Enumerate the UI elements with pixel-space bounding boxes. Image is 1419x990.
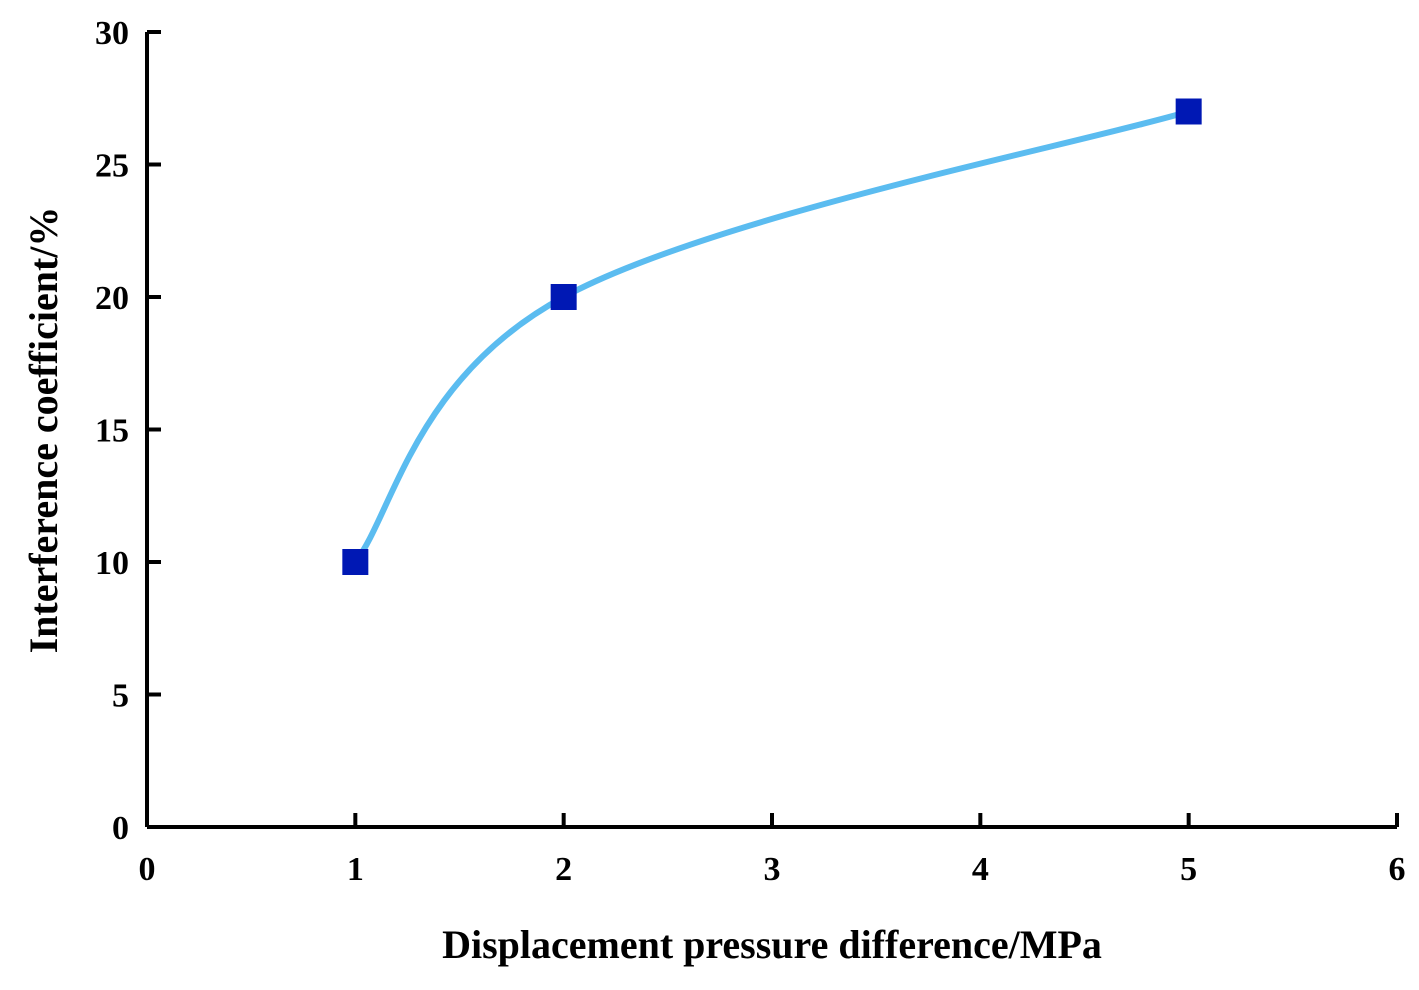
y-tick-label: 20	[95, 280, 129, 317]
y-tick-label: 5	[112, 678, 129, 715]
x-tick-label: 4	[972, 851, 989, 888]
data-point	[550, 284, 577, 310]
x-tick-label: 5	[1180, 851, 1197, 888]
y-tick-label: 10	[95, 545, 129, 582]
x-tick-label: 0	[139, 851, 156, 888]
y-ticks: 0 5 10 15 20 25 30	[95, 15, 161, 847]
x-ticks: 0 1 2 3 4 5 6	[139, 813, 1406, 888]
y-tick-label: 0	[112, 810, 129, 847]
data-point	[342, 549, 369, 575]
y-axis-title: Interference coefficient/%	[21, 207, 66, 654]
y-tick-label: 15	[95, 413, 129, 450]
series-line	[352, 108, 1192, 565]
y-tick-label: 30	[95, 15, 129, 52]
data-point	[1175, 98, 1202, 125]
x-tick-label: 6	[1389, 851, 1406, 888]
x-axis-title: Displacement pressure difference/MPa	[442, 922, 1102, 967]
x-tick-label: 3	[764, 851, 781, 888]
x-tick-label: 2	[555, 851, 572, 888]
y-tick-label: 25	[95, 148, 129, 185]
series-layer	[342, 98, 1202, 575]
x-tick-label: 1	[347, 851, 364, 888]
axes	[145, 32, 1397, 829]
